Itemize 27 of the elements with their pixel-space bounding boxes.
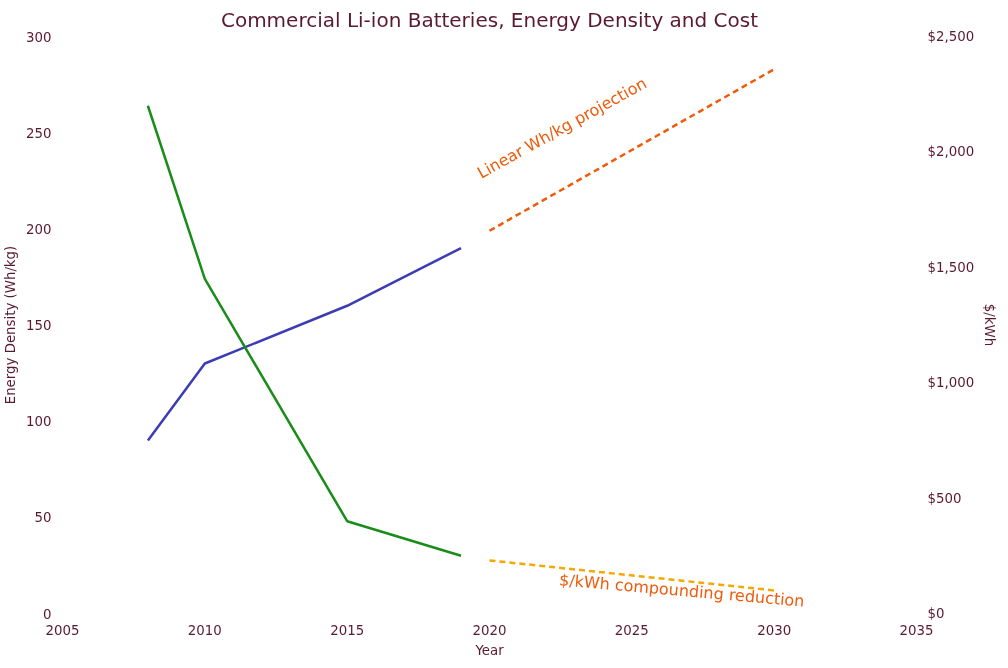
y-tick-label: 300 [26, 29, 52, 45]
line-series [146, 246, 463, 442]
line-series [146, 104, 463, 558]
x-tick-label: 2005 [45, 622, 80, 638]
x-tick-label: 2035 [899, 622, 934, 638]
y2-tick-label: $1,500 [927, 259, 975, 275]
chart-title: Commercial Li-ion Batteries, Energy Density and Cost [220, 7, 759, 32]
x-tick-label: 2030 [757, 622, 792, 638]
y-tick-label: 100 [26, 414, 52, 430]
y2-tick-label: $1,000 [927, 375, 975, 391]
x-tick-label: 2015 [330, 622, 365, 638]
y-tick-label: 150 [26, 318, 52, 333]
x-tick-label: 2025 [614, 622, 649, 638]
y2-tick-label: $2,500 [927, 29, 975, 44]
x-tick-label: 2020 [472, 622, 507, 638]
y-tick-label: 200 [26, 221, 52, 237]
x-axis-title: Year [474, 642, 505, 658]
y2-axis-title: $/kWh [982, 303, 998, 347]
annotation: $/kWh compounding reduction [558, 570, 806, 611]
y2-tick-label: $0 [927, 606, 945, 621]
y-tick-label: 0 [43, 606, 52, 622]
x-tick-label: 2010 [187, 622, 222, 638]
y-tick-label: 250 [26, 125, 52, 141]
y-axis-title: Energy Density (Wh/kg) [3, 245, 19, 405]
y2-tick-label: $500 [927, 490, 962, 506]
y2-tick-label: $2,000 [927, 144, 975, 160]
y-tick-label: 50 [34, 510, 52, 526]
